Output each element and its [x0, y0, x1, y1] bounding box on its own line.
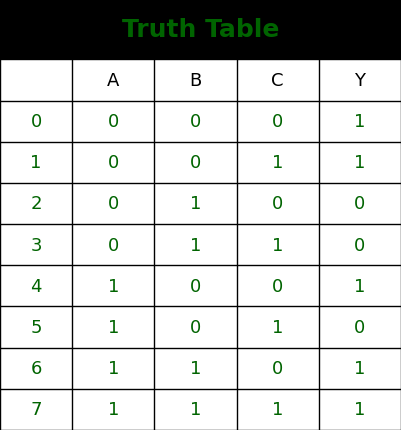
Text: 1: 1	[107, 400, 119, 418]
Text: B: B	[189, 72, 202, 90]
Text: 1: 1	[107, 277, 119, 295]
Text: 1: 1	[190, 400, 201, 418]
Text: Y: Y	[354, 72, 365, 90]
Text: 0: 0	[272, 195, 284, 213]
Text: 4: 4	[30, 277, 42, 295]
Text: 1: 1	[272, 236, 284, 254]
Text: 0: 0	[354, 236, 366, 254]
Text: 0: 0	[190, 113, 201, 131]
Text: 7: 7	[30, 400, 42, 418]
Text: 0: 0	[107, 236, 119, 254]
Text: 0: 0	[107, 154, 119, 172]
Text: 1: 1	[354, 359, 366, 378]
Text: 1: 1	[107, 359, 119, 378]
Text: 0: 0	[272, 277, 284, 295]
Text: 0: 0	[272, 113, 284, 131]
Text: 1: 1	[190, 195, 201, 213]
Text: 1: 1	[354, 400, 366, 418]
Text: 1: 1	[354, 154, 366, 172]
Text: 1: 1	[354, 277, 366, 295]
Text: C: C	[271, 72, 284, 90]
Text: 0: 0	[107, 195, 119, 213]
Text: 0: 0	[107, 113, 119, 131]
Text: 2: 2	[30, 195, 42, 213]
Text: Truth Table: Truth Table	[122, 18, 279, 42]
Text: 1: 1	[107, 318, 119, 336]
Text: 0: 0	[190, 318, 201, 336]
Text: 0: 0	[272, 359, 284, 378]
Text: 1: 1	[354, 113, 366, 131]
Text: 0: 0	[190, 277, 201, 295]
Bar	[0, 0, 401, 60]
Text: 0: 0	[30, 113, 42, 131]
Text: 5: 5	[30, 318, 42, 336]
Text: 1: 1	[272, 318, 284, 336]
Text: 0: 0	[354, 195, 366, 213]
Text: 3: 3	[30, 236, 42, 254]
Text: 1: 1	[272, 400, 284, 418]
Bar	[0, 60, 401, 430]
Text: 1: 1	[30, 154, 42, 172]
Text: 6: 6	[30, 359, 42, 378]
Text: 0: 0	[354, 318, 366, 336]
Text: 1: 1	[190, 359, 201, 378]
Text: 1: 1	[190, 236, 201, 254]
Text: 0: 0	[190, 154, 201, 172]
Text: 1: 1	[272, 154, 284, 172]
Text: A: A	[107, 72, 119, 90]
